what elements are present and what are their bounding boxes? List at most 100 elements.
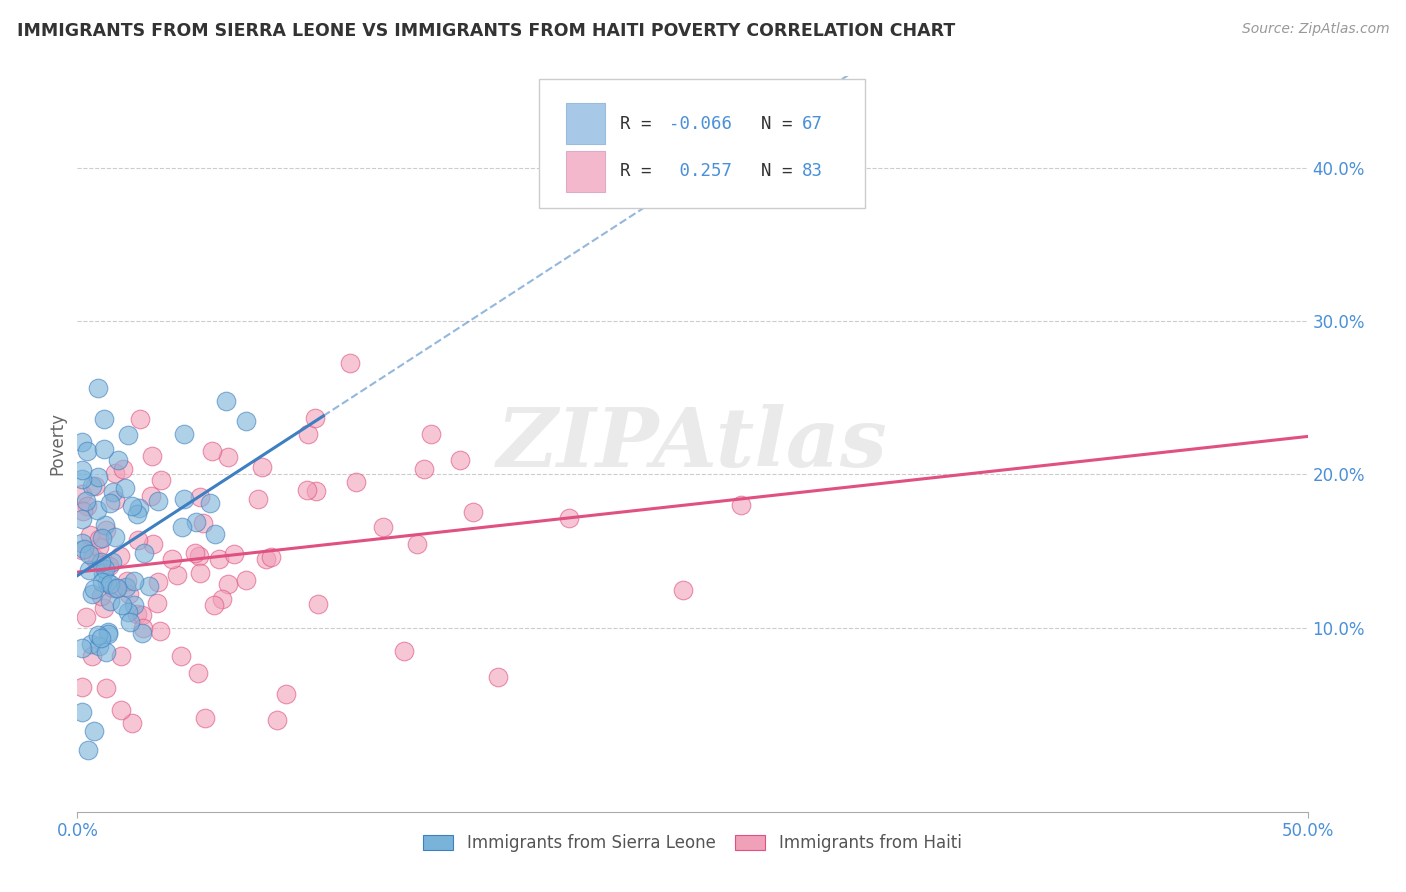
Point [83,582,105,597]
Point [94,681,117,696]
Point [134,546,156,560]
Point [98,496,121,510]
Point [77,743,100,757]
Point [201,443,224,458]
Point [86,503,108,517]
Point [70,705,93,719]
Legend: Immigrants from Sierra Leone, Immigrants from Haiti: Immigrants from Sierra Leone, Immigrants… [416,827,969,859]
Point [307,597,329,611]
Point [235,574,257,588]
Point [173,491,195,506]
Point [170,648,193,663]
Point [110,703,132,717]
Point [449,453,471,467]
Point [122,574,145,588]
Point [98,577,121,591]
Point [419,427,441,442]
Point [297,426,319,441]
Point [406,537,429,551]
Point [131,608,153,623]
Point [70,434,93,449]
Point [118,587,141,601]
Point [101,581,124,595]
Point [120,615,142,629]
Point [184,515,207,529]
FancyBboxPatch shape [538,79,865,209]
Point [131,626,153,640]
Point [94,645,117,659]
Text: N =: N = [741,115,803,133]
Point [121,715,143,730]
Point [70,543,93,558]
Point [77,563,100,577]
Point [83,479,105,493]
Point [96,523,118,537]
Point [87,381,110,395]
Point [204,527,226,541]
Point [141,450,163,464]
Point [101,484,124,499]
Point [105,581,128,595]
Point [90,589,112,603]
Text: 83: 83 [801,162,823,180]
Point [90,631,112,645]
Point [250,459,273,474]
Point [131,621,153,635]
Point [97,559,120,574]
Point [72,504,94,518]
Point [371,520,394,534]
Point [127,507,149,521]
Point [86,470,108,484]
Point [104,530,127,544]
Point [110,648,132,663]
Point [76,444,98,458]
Point [160,552,183,566]
Point [114,481,136,495]
Point [344,475,367,490]
Point [215,393,238,408]
Point [87,540,110,554]
Point [146,596,169,610]
Point [111,598,134,612]
Point [266,713,288,727]
Text: R =: R = [620,162,662,180]
Point [115,574,138,589]
Point [104,493,127,508]
Point [222,547,245,561]
Point [184,546,207,560]
Point [76,500,98,514]
Point [274,687,297,701]
Point [82,479,104,493]
Text: Source: ZipAtlas.com: Source: ZipAtlas.com [1241,22,1389,37]
Point [70,536,93,550]
Point [83,724,105,739]
Point [110,549,132,563]
Point [194,711,217,725]
Point [202,598,225,612]
Point [295,483,318,497]
Point [97,627,120,641]
Point [150,473,173,487]
Point [91,566,114,580]
Point [166,568,188,582]
Point [93,600,115,615]
Point [82,549,104,564]
Point [94,518,117,533]
Point [208,551,231,566]
Point [104,466,127,480]
Point [142,536,165,550]
Point [100,556,122,570]
Point [80,636,103,650]
Point [128,411,150,425]
Point [112,462,135,476]
Point [70,680,93,694]
Point [125,607,148,622]
Point [672,582,695,597]
Point [117,605,139,619]
Point [70,463,93,477]
Point [97,624,120,639]
Point [128,501,150,516]
Text: 67: 67 [801,115,823,133]
Point [339,356,361,370]
Point [107,452,129,467]
